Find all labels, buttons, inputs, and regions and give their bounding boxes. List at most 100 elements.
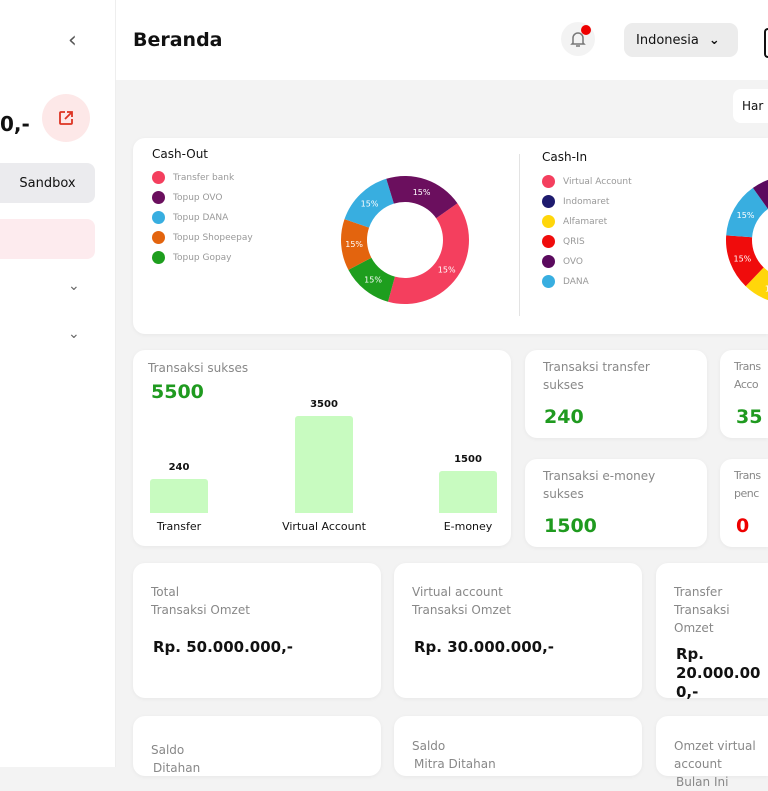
omzet-sublabel: Transaksi Omzet	[151, 603, 250, 617]
legend-label: Topup DANA	[173, 212, 229, 223]
legend-item: DANA	[542, 275, 589, 288]
donut-slice[interactable]	[726, 235, 764, 287]
legend-swatch	[542, 175, 555, 188]
stat-value: 1500	[544, 515, 597, 537]
header: Beranda Indonesia ⌄	[116, 0, 768, 80]
chevron-down-icon[interactable]: ⌄	[68, 326, 80, 342]
legend-label: Transfer bank	[173, 172, 235, 183]
cash-out-title: Cash-Out	[152, 147, 209, 161]
saldo-label: Saldo	[412, 739, 446, 753]
slice-label: 15%	[364, 276, 382, 285]
legend-label: Topup Gopay	[173, 252, 232, 263]
stat-card: Trans penc 0	[720, 459, 768, 547]
legend-label: Virtual Account	[563, 176, 632, 187]
legend-swatch	[542, 275, 555, 288]
legend-item: Topup DANA	[152, 211, 228, 224]
omzet-value: Rp. 20.000.000,-	[676, 645, 761, 701]
slice-label: 15%	[765, 284, 768, 293]
sandbox-label: Sandbox	[19, 175, 76, 191]
stat-label: Transaksi transfer sukses	[543, 360, 650, 392]
legend-item: OVO	[542, 255, 583, 268]
sidebar-item-active[interactable]	[0, 219, 95, 259]
cash-donuts: 15%15%15%15%15%15%15%15%15%15%15%	[341, 176, 768, 304]
page-title: Beranda	[133, 29, 223, 51]
stat-label: Trans Acco	[734, 360, 761, 391]
slice-label: 15%	[413, 188, 431, 197]
saldo-sublabel: Bulan Ini	[676, 775, 729, 789]
sandbox-toggle[interactable]: Sandbox	[0, 163, 95, 203]
donut-slice[interactable]	[388, 203, 469, 304]
bar[interactable]	[295, 416, 353, 513]
legend-swatch	[152, 211, 165, 224]
saldo-sublabel: Ditahan	[153, 761, 201, 775]
cash-flow-card: Cash-Out Transfer bank Topup OVO Topup DAN…	[133, 138, 768, 334]
bell-icon	[570, 32, 586, 47]
open-external-button[interactable]	[42, 94, 90, 142]
avatar[interactable]	[764, 28, 768, 58]
date-range-button[interactable]: Har	[733, 89, 768, 123]
stat-value: 0	[736, 515, 750, 537]
notification-button[interactable]	[561, 22, 595, 56]
slice-label: 15%	[361, 199, 379, 208]
omzet-card: Transfer Transaksi Omzet Rp. 20.000.000,-	[656, 563, 768, 701]
legend-swatch	[542, 255, 555, 268]
omzet-card: Virtual account Transaksi Omzet Rp. 30.000…	[394, 563, 642, 698]
divider	[519, 154, 520, 316]
donut-slice[interactable]	[386, 176, 458, 219]
omzet-card: Total Transaksi Omzet Rp. 50.000.000,-	[133, 563, 381, 698]
donut-slice[interactable]	[726, 187, 768, 238]
saldo-label: Omzet virtual account	[674, 739, 756, 771]
donut-slice[interactable]	[341, 219, 372, 270]
saldo-label: Saldo	[151, 743, 185, 757]
legend-label: Indomaret	[563, 196, 610, 207]
donut-slice[interactable]	[348, 257, 395, 302]
stat-value: 240	[544, 406, 584, 428]
legend-swatch	[152, 231, 165, 244]
bar[interactable]	[439, 471, 497, 513]
slice-label: 15%	[737, 211, 755, 220]
bar[interactable]	[150, 479, 208, 513]
stat-label: Transaksi e-money sukses	[543, 469, 656, 501]
legend-label: DANA	[563, 276, 589, 287]
legend-swatch	[152, 191, 165, 204]
omzet-label: Transfer	[674, 585, 723, 599]
balance-amount: 0,-	[0, 112, 30, 136]
legend-swatch	[152, 251, 165, 264]
bar-value-label: 3500	[310, 399, 338, 410]
transaksi-sukses-card: Transaksi sukses 5500 240 Transfer 3500 Vir…	[133, 350, 511, 546]
bar-value-label: 1500	[454, 454, 482, 466]
language-select[interactable]: Indonesia ⌄	[624, 23, 738, 57]
legend-swatch	[542, 215, 555, 228]
omzet-label: Total	[151, 585, 180, 599]
chevron-down-icon[interactable]: ⌄	[68, 278, 80, 294]
legend-swatch	[542, 235, 555, 248]
saldo-sublabel: Mitra Ditahan	[414, 757, 496, 771]
chart-total: 5500	[151, 381, 204, 403]
omzet-value: Rp. 30.000.000,-	[414, 638, 555, 656]
notification-dot	[581, 25, 591, 35]
legend-item: Topup Shopeepay	[152, 231, 253, 244]
bar-category-label: Virtual Account	[282, 520, 366, 533]
slice-label: 15%	[438, 265, 456, 274]
donut-slice[interactable]	[752, 176, 768, 210]
stat-card: Transaksi transfer sukses 240	[525, 350, 707, 438]
collapse-sidebar-button[interactable]: ‹	[68, 28, 77, 53]
date-range-label: Har	[742, 99, 764, 113]
legend-item: Alfamaret	[542, 215, 607, 228]
saldo-card: Omzet virtual account Bulan Ini	[656, 716, 768, 789]
donut-slice[interactable]	[344, 178, 394, 228]
donut-slice[interactable]	[745, 267, 768, 304]
legend-item: Transfer bank	[152, 171, 234, 184]
legend-label: QRIS	[563, 236, 585, 247]
slice-label: 15%	[345, 240, 363, 249]
legend-item: Topup Gopay	[152, 251, 232, 264]
bar-category-label: Transfer	[156, 520, 202, 533]
chart-title: Transaksi sukses	[148, 361, 249, 375]
saldo-card: Saldo Mitra Ditahan	[394, 716, 642, 776]
omzet-sublabel: Transaksi Omzet	[674, 603, 730, 635]
legend-label: Topup OVO	[173, 192, 223, 203]
stat-card: Trans Acco 35	[720, 350, 768, 438]
language-value: Indonesia	[636, 32, 699, 48]
stat-label: Trans penc	[734, 469, 761, 500]
legend-label: Topup Shopeepay	[173, 232, 253, 243]
